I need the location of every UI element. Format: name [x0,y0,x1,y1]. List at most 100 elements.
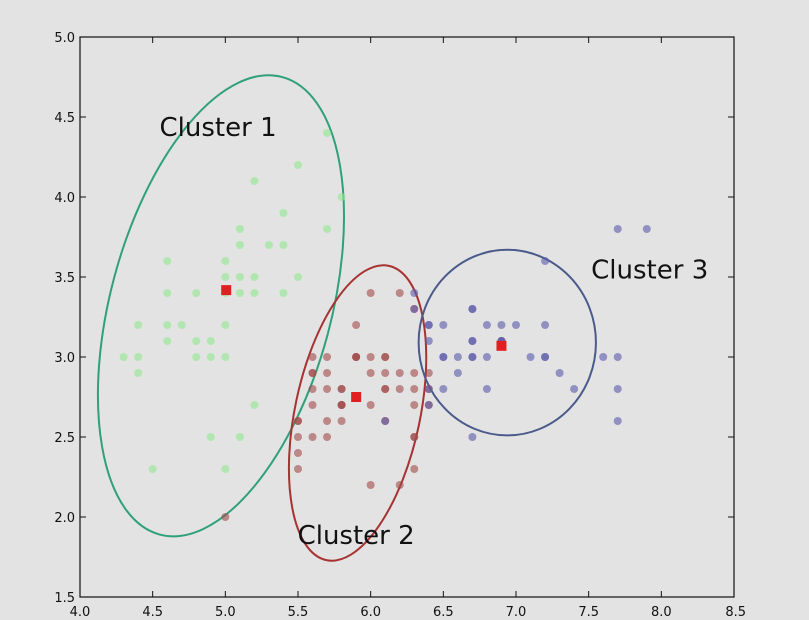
cluster-1-point [235,241,244,249]
cluster-2-point [308,433,317,441]
cluster-2-point [410,433,419,441]
cluster-2-point [221,513,230,521]
cluster-1-point [163,337,172,345]
cluster-3-centroid [496,340,507,351]
cluster-3-point [468,353,477,361]
cluster-1-point [250,289,259,297]
cluster-2-centroid [351,392,362,402]
cluster-2-point [410,401,419,409]
cluster-ellipses [96,74,597,562]
cluster-2-point [395,385,404,393]
cluster-1-point [163,257,172,265]
cluster-1-point [206,353,215,361]
cluster-3-point [424,385,433,393]
cluster-2-point [366,353,375,361]
cluster-3-point [468,305,477,313]
cluster-2-point [395,481,404,489]
axis-ticks: 4.0 4.5 5.0 5.5 6.0 6.5 7.0 7.5 8.0 8.5 1.5 2.0 2.5 3… [54,31,746,620]
cluster-2-point [337,385,346,393]
cluster-3-point [541,257,550,265]
x-tick-label: 7.0 [506,605,527,620]
cluster-3-point [599,353,608,361]
cluster-2-point [323,417,332,425]
cluster-1-point [279,209,288,217]
x-tick-label: 8.0 [651,605,672,620]
cluster-3-point [555,369,564,377]
cluster-2-point [308,385,317,393]
cluster-2-point [410,385,419,393]
cluster-3-point [468,337,477,345]
cluster-3-point [482,385,491,393]
x-tick-label: 6.5 [433,605,454,620]
cluster-2-point [308,401,317,409]
cluster-2-point [294,449,302,457]
cluster-1-point [221,321,230,329]
cluster-1-point [163,321,172,329]
cluster-3-point [453,353,462,361]
cluster-1-point [206,433,215,441]
cluster-2-point [381,369,390,377]
cluster-1-point [250,177,259,185]
cluster-3-point [497,321,506,329]
cluster-2-point [366,369,375,377]
cluster-1-point [119,353,128,361]
cluster-3-point [482,353,491,361]
cluster-3-point [439,385,448,393]
cluster-1-point [279,289,288,297]
cluster-1-point [279,241,288,249]
cluster-1-point [323,225,332,233]
cluster-1-point [294,273,302,281]
cluster-3-point [541,353,550,361]
cluster-1-point [148,465,157,473]
cluster-3-point [424,401,433,409]
cluster-3-point [613,353,622,361]
y-tick-label: 3.5 [54,271,75,286]
cluster-2-point [381,353,390,361]
cluster-3-point [468,433,477,441]
centroid-markers [221,285,507,402]
cluster-2-point [323,433,332,441]
plot-frame [79,36,735,598]
cluster-1-point [250,401,259,409]
cluster-3-ellipse [417,248,597,437]
cluster-1-point [192,289,201,297]
cluster-3-point [381,417,390,425]
cluster-3-point [439,321,448,329]
cluster-1-point [192,337,201,345]
cluster-3-point [424,337,433,345]
data-points [119,129,651,521]
cluster-1-point [294,161,302,169]
cluster-2-point [410,465,419,473]
cluster-2-point [294,465,302,473]
cluster-2-point [294,433,302,441]
cluster-1-point [134,321,143,329]
x-tick-label: 5.0 [215,605,236,620]
cluster-3-point [526,353,535,361]
cluster-3-point [453,369,462,377]
cluster-2-point [337,417,346,425]
y-tick-label: 2.0 [54,511,75,526]
cluster-1-point [192,353,201,361]
cluster-2-point [323,353,332,361]
cluster-2-point [352,321,361,329]
cluster-3-point [410,305,419,313]
cluster-3-point [613,225,622,233]
cluster-3-point [570,385,579,393]
cluster-2-point [381,385,390,393]
cluster-2-point [410,369,419,377]
cluster-1-centroid [221,285,232,296]
cluster-2-point [424,369,433,377]
y-tick-label: 4.5 [54,111,75,126]
cluster-2-point [366,289,375,297]
cluster-3-point [482,321,491,329]
cluster-2-point [337,401,346,409]
cluster-1-point [134,353,143,361]
x-tick-label: 4.5 [142,605,163,620]
cluster-3-point [512,321,520,329]
cluster-3-point [613,385,622,393]
cluster-1-point [206,337,215,345]
cluster-1-point [264,241,273,249]
cluster-2-ellipse [287,264,428,562]
cluster-1-point [163,289,172,297]
x-tick-label: 4.0 [70,605,91,620]
